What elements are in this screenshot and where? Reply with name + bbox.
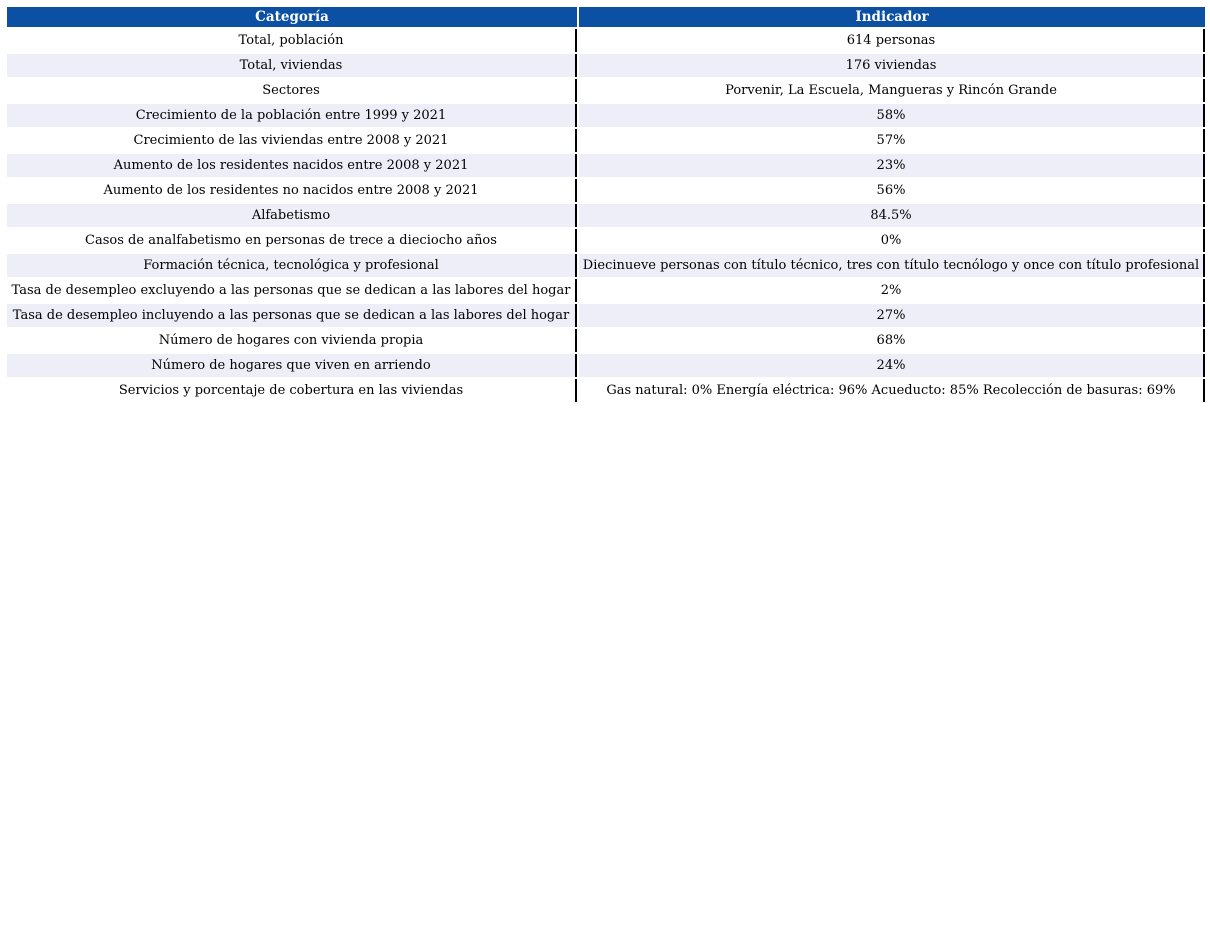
table-row: Aumento de los residentes nacidos entre … (7, 154, 1205, 177)
table-row: Casos de analfabetismo en personas de tr… (7, 229, 1205, 252)
cell-categoria: Alfabetismo (7, 204, 577, 227)
cell-categoria: Tasa de desempleo excluyendo a las perso… (7, 279, 577, 302)
cell-indicador: 56% (579, 179, 1205, 202)
cell-indicador: Gas natural: 0% Energía eléctrica: 96% A… (579, 379, 1205, 402)
cell-indicador: 0% (579, 229, 1205, 252)
table-row: Crecimiento de la población entre 1999 y… (7, 104, 1205, 127)
table-row: Servicios y porcentaje de cobertura en l… (7, 379, 1205, 402)
table-header-row: Categoría Indicador (7, 7, 1205, 27)
cell-indicador: 57% (579, 129, 1205, 152)
cell-indicador: 24% (579, 354, 1205, 377)
cell-categoria: Tasa de desempleo incluyendo a las perso… (7, 304, 577, 327)
column-header-categoria: Categoría (7, 7, 577, 27)
table-row: Crecimiento de las viviendas entre 2008 … (7, 129, 1205, 152)
cell-indicador: Diecinueve personas con título técnico, … (579, 254, 1205, 277)
cell-indicador: 84.5% (579, 204, 1205, 227)
cell-categoria: Total, población (7, 29, 577, 52)
cell-categoria: Número de hogares que viven en arriendo (7, 354, 577, 377)
table-row: Tasa de desempleo excluyendo a las perso… (7, 279, 1205, 302)
column-header-indicador: Indicador (579, 7, 1205, 27)
cell-categoria: Número de hogares con vivienda propia (7, 329, 577, 352)
table-row: Alfabetismo 84.5% (7, 204, 1205, 227)
table-row: Sectores Porvenir, La Escuela, Mangueras… (7, 79, 1205, 102)
cell-categoria: Sectores (7, 79, 577, 102)
table-row: Formación técnica, tecnológica y profesi… (7, 254, 1205, 277)
cell-indicador: 23% (579, 154, 1205, 177)
cell-indicador: 68% (579, 329, 1205, 352)
cell-indicador: 58% (579, 104, 1205, 127)
cell-categoria: Aumento de los residentes no nacidos ent… (7, 179, 577, 202)
cell-categoria: Crecimiento de la población entre 1999 y… (7, 104, 577, 127)
table-row: Total, población 614 personas (7, 29, 1205, 52)
table-row: Número de hogares con vivienda propia 68… (7, 329, 1205, 352)
table-row: Aumento de los residentes no nacidos ent… (7, 179, 1205, 202)
cell-categoria: Aumento de los residentes nacidos entre … (7, 154, 577, 177)
cell-categoria: Crecimiento de las viviendas entre 2008 … (7, 129, 577, 152)
table-row: Número de hogares que viven en arriendo … (7, 354, 1205, 377)
cell-indicador: Porvenir, La Escuela, Mangueras y Rincón… (579, 79, 1205, 102)
cell-categoria: Casos de analfabetismo en personas de tr… (7, 229, 577, 252)
cell-indicador: 27% (579, 304, 1205, 327)
cell-categoria: Servicios y porcentaje de cobertura en l… (7, 379, 577, 402)
cell-categoria: Formación técnica, tecnológica y profesi… (7, 254, 577, 277)
table-row: Total, viviendas 176 viviendas (7, 54, 1205, 77)
cell-indicador: 2% (579, 279, 1205, 302)
table-row: Tasa de desempleo incluyendo a las perso… (7, 304, 1205, 327)
statistics-table: Categoría Indicador Total, población 614… (5, 5, 1207, 404)
cell-indicador: 176 viviendas (579, 54, 1205, 77)
cell-categoria: Total, viviendas (7, 54, 577, 77)
cell-indicador: 614 personas (579, 29, 1205, 52)
